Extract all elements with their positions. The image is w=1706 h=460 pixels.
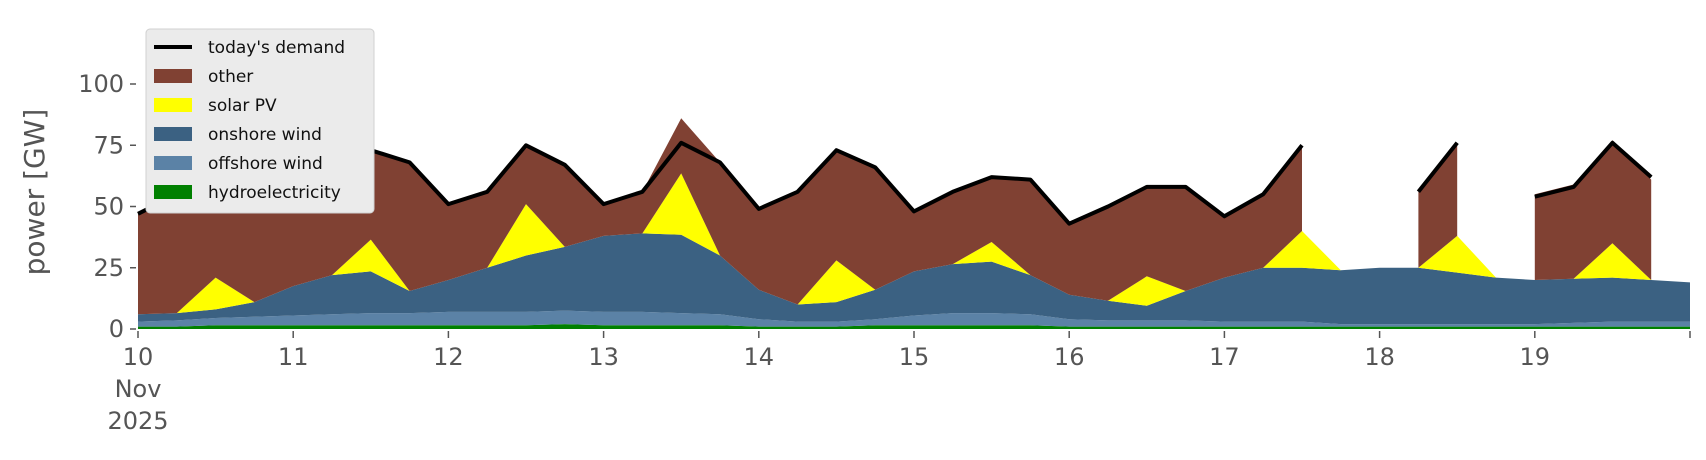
stacked-areas (138, 118, 1690, 329)
x-tick-label: 10 (123, 343, 154, 371)
x-tick-label: 13 (588, 343, 619, 371)
legend-swatch (154, 156, 192, 170)
legend-box (145, 28, 375, 214)
x-tick-label: 14 (744, 343, 775, 371)
demand-line (1534, 140, 1653, 199)
x-tick-label: 12 (433, 343, 464, 371)
y-tick-label: 75 (93, 131, 124, 159)
x-tick-year: 2025 (107, 407, 168, 435)
legend-swatch (154, 69, 192, 83)
x-tick-label: 16 (1054, 343, 1085, 371)
legend-label: offshore wind (208, 154, 323, 174)
area-other (1534, 140, 1652, 280)
y-tick-label: 100 (78, 70, 124, 98)
area-solar-pv (138, 173, 1690, 315)
area-hydroelectricity (138, 324, 1690, 329)
x-tick-label: 11 (278, 343, 309, 371)
y-tick-label: 50 (93, 193, 124, 221)
x-axis: 10 Nov 2025 11 12 13 14 15 16 17 18 19 (107, 331, 1691, 435)
area-offshore-wind (138, 310, 1690, 327)
area-onshore-wind (138, 233, 1690, 325)
y-tick-label: 25 (93, 254, 124, 282)
legend-label: hydroelectricity (208, 183, 341, 203)
x-tick-month: Nov (115, 375, 162, 403)
demand-line (1416, 141, 1459, 194)
x-tick-label: 19 (1520, 343, 1551, 371)
x-tick-label: 18 (1364, 343, 1395, 371)
y-axis: 0 25 50 75 100 (78, 70, 136, 343)
legend-label: today's demand (208, 38, 345, 58)
area-other (138, 118, 1302, 315)
area-other (1418, 142, 1458, 268)
legend-swatch (154, 98, 192, 112)
legend-swatch (154, 127, 192, 141)
x-tick-label: 17 (1209, 343, 1240, 371)
legend-label: other (208, 67, 253, 87)
legend-swatch (154, 185, 192, 199)
y-axis-label: power [GW] (18, 109, 51, 276)
x-tick-label: 15 (899, 343, 930, 371)
y-tick-label: 0 (109, 315, 124, 343)
legend: today's demand other solar PV onshore wind o… (145, 28, 375, 214)
legend-label: solar PV (208, 96, 277, 116)
legend-label: onshore wind (208, 125, 322, 145)
